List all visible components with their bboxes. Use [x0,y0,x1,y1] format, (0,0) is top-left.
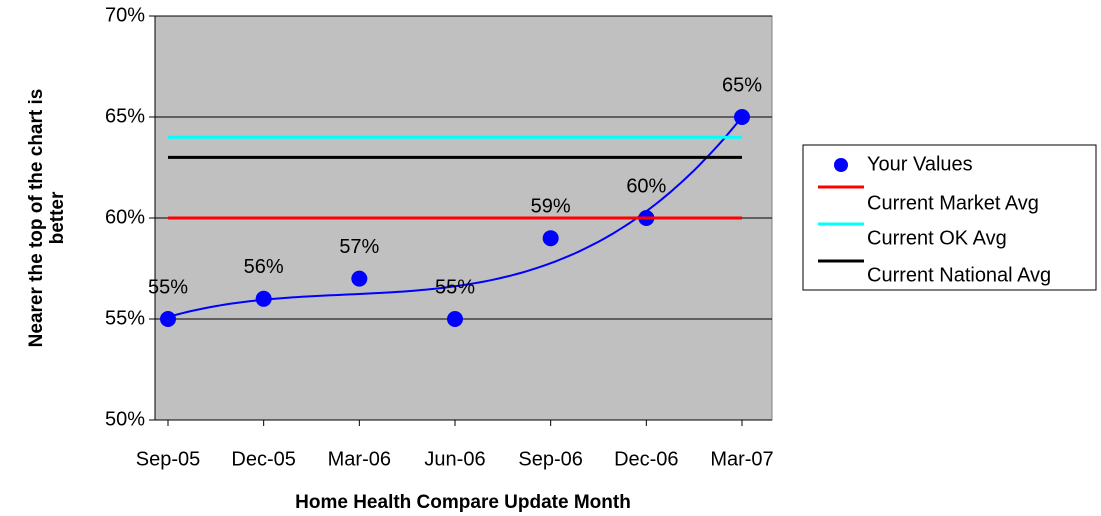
x-tick-label: Mar-06 [328,448,391,470]
x-tick-label: Sep-05 [136,448,201,470]
data-point [734,109,750,125]
y-axis-label: better [47,191,68,244]
data-label: 55% [435,276,475,298]
x-tick-label: Dec-05 [231,448,295,470]
data-point [447,311,463,327]
legend-label: Your Values [867,153,973,175]
data-label: 57% [339,236,379,258]
data-label: 60% [626,175,666,197]
y-tick-label: 55% [105,307,145,329]
y-axis-label: Nearer the top of the chart is [26,89,47,348]
x-tick-label: Sep-06 [518,448,583,470]
data-label: 65% [722,74,762,96]
y-tick-label: 50% [105,408,145,430]
data-point [542,230,559,247]
legend-label: Current National Avg [867,264,1051,286]
data-label: 56% [244,256,284,278]
y-tick-label: 70% [105,4,145,26]
legend-label: Current Market Avg [867,192,1039,214]
y-tick-label: 60% [105,206,145,228]
legend-marker [834,158,848,172]
data-point [255,290,272,307]
data-point [160,311,176,327]
legend [802,144,1097,291]
y-tick-label: 65% [105,105,145,127]
data-label: 55% [148,276,188,298]
data-label: 59% [531,195,571,217]
x-axis-label: Home Health Compare Update Month [295,492,631,513]
legend-label: Current OK Avg [867,227,1007,249]
x-tick-label: Dec-06 [614,448,678,470]
x-tick-label: Mar-07 [710,448,773,470]
data-point [351,270,368,287]
x-tick-label: Jun-06 [424,448,485,470]
